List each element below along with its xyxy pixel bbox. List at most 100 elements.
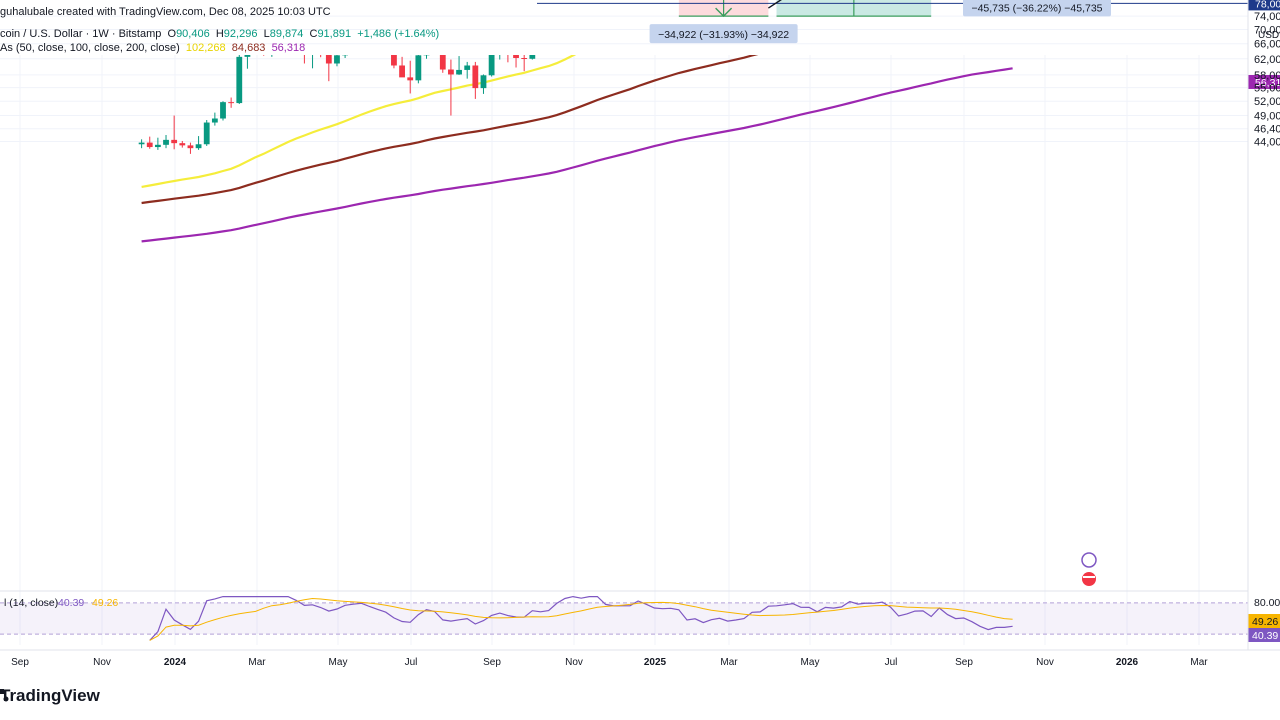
tradingview-logo: TradingView [0,686,100,706]
label-layer: 50-week SMAYearly Open−34,922 (−31.93%) … [4,0,1280,642]
y-tick-label: 44,000 [1254,137,1280,149]
logo-bar [0,689,4,694]
candle-body [529,55,536,59]
y-tick-label: 49,000 [1254,111,1280,123]
high-value: 92,296 [223,28,258,40]
low-label: L [263,28,270,40]
candle-body [399,65,405,78]
sma200-value: 56,318 [271,42,306,54]
measure-box-layer [678,0,932,18]
sma100-value: 84,683 [231,42,266,54]
logo-dot [3,696,9,702]
price-tag-text: 56,31 [1255,77,1280,89]
x-tick-label: Mar [248,657,266,668]
candle-body [220,102,226,119]
symbol-name[interactable]: coin / U.S. Dollar · 1W · Bitstamp [0,28,162,40]
x-tick-label: May [801,657,820,668]
x-tick-label: 2025 [644,657,667,668]
change-value: +1,486 (+1.64%) [357,28,440,40]
y-tick-label: 55,000 [1254,83,1280,95]
candle-body [236,56,243,104]
x-tick-label: Nov [93,657,111,668]
candle-body [464,65,471,70]
rsi-tag-text: 40.39 [1252,630,1278,642]
rsi-line [149,595,1013,641]
price-tag [1248,0,1280,11]
candle-body [342,55,348,56]
candle-body [154,144,161,148]
candle-body [546,31,552,36]
candle-body [211,118,218,123]
ma-indicator-label[interactable]: As (50, close, 100, close, 200, close) [0,42,180,54]
sma100-line [141,55,759,205]
x-tick-label: Sep [11,657,29,668]
flag-icon [1082,572,1096,586]
sma200-line [141,67,1013,243]
candle-body [203,122,210,145]
measure-arrow-head [715,7,733,18]
high-label: H [215,28,224,40]
x-tick-label: 2024 [164,657,187,668]
currency-label: USD [1258,30,1279,41]
candle-body [228,102,235,104]
flag-icon-stripe [1083,576,1095,578]
rsi-value: 40.39 [58,597,84,609]
x-tick-label: Jul [885,657,898,668]
sma50-value: 102,268 [185,42,226,54]
candle-body [383,44,389,50]
candle-body [415,55,422,81]
x-tick-label: Mar [1190,657,1208,668]
price-tag-text: 78,00 [1255,0,1280,10]
symbol-info-line: coin / U.S. Dollar · 1W · Bitstamp O90,4… [0,28,439,40]
measure-label-text: −34,922 (−31.93%) −34,922 [658,29,789,41]
measure-label-box [963,0,1111,17]
x-tick-label: Sep [955,657,973,668]
tradingview-logo-icon [0,689,9,702]
candle-body [244,55,251,57]
candle-body [505,44,511,53]
candle-body [488,55,495,76]
candle-body [195,144,202,149]
brand-name: TradingView [0,686,100,705]
price-tag [1248,74,1280,89]
candle-body [423,55,430,56]
candle-body [480,75,487,89]
rsi-label: l (14, close) [4,597,58,609]
rsi-ma-tag [1248,614,1280,628]
grid-layer [0,15,1248,645]
candle-layer [138,31,552,154]
open-label: O [167,28,177,40]
credit-line: guhalubale created with TradingView.com,… [0,6,331,18]
x-tick-label: Nov [565,657,583,668]
y-tick-label: 70,000 [1254,25,1280,37]
close-value: 91,891 [317,28,352,40]
sma50-line [141,55,577,188]
candle-body [318,49,324,55]
x-tick-label: May [329,657,348,668]
rsi-band [0,602,1248,635]
candle-body [171,139,178,144]
candle-body [448,69,454,75]
rsi-tag [1248,628,1280,642]
y-tick-label: 58,000 [1254,70,1280,82]
open-value: 90,406 [176,28,210,40]
close-label: C [309,28,318,40]
candle-body [521,58,528,60]
candle-body [187,145,194,149]
y-tick-label: 52,000 [1254,96,1280,108]
x-tick-label: Nov [1036,657,1054,668]
candle-body [472,65,479,89]
candle-body [391,55,397,66]
moving-average-layer [141,55,1013,243]
y-tick-label: 62,000 [1254,54,1280,66]
x-tick-label: 2026 [1116,657,1139,668]
candle-body [407,77,414,81]
candle-body [334,55,340,64]
candle-body [456,69,462,75]
candle-body [497,44,503,54]
rsi-ma-value: 49.26 [92,597,118,609]
candle-body [513,55,519,59]
y-tick-label: 74,000 [1254,11,1280,23]
